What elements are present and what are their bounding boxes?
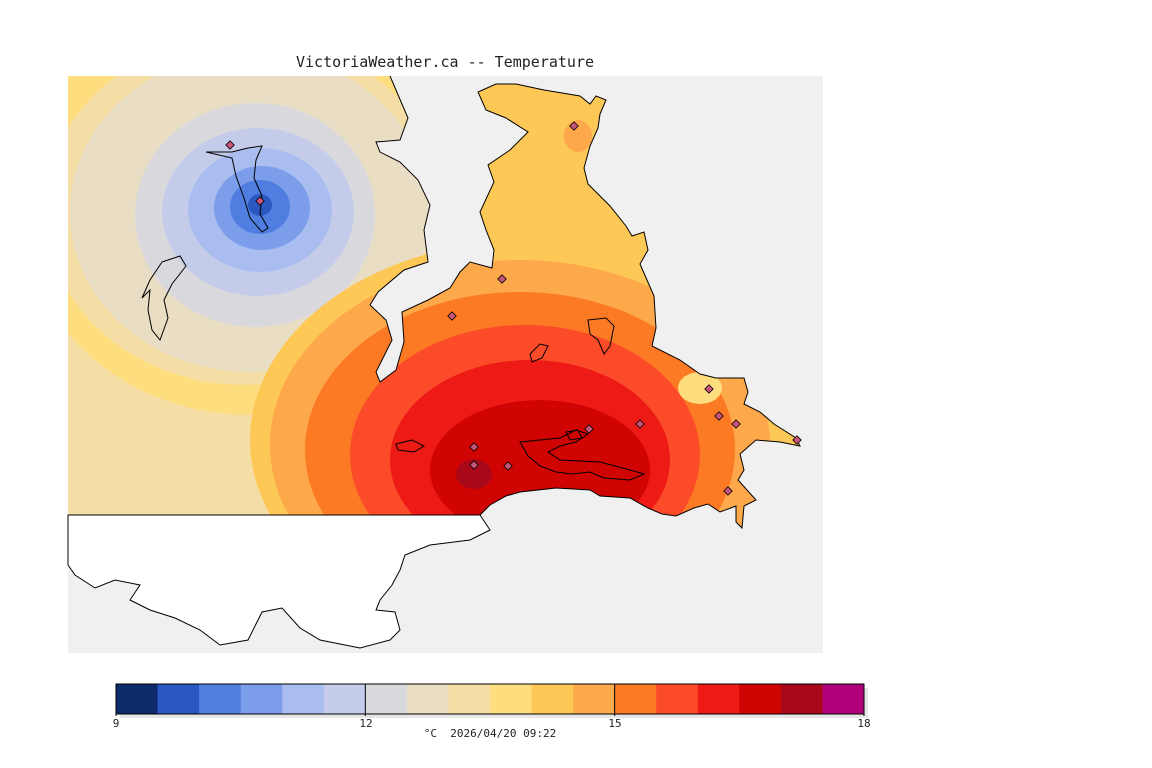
- legend-swatch: [490, 684, 533, 714]
- legend-swatch: [822, 684, 865, 714]
- station-marker[interactable]: [469, 442, 479, 452]
- legend-timestamp: 2026/04/20 09:22: [450, 727, 557, 740]
- legend-unit: °C: [423, 727, 438, 740]
- station-marker[interactable]: [584, 424, 594, 434]
- legend-swatch: [448, 684, 491, 714]
- legend-caption: °C 2026/04/20 09:22: [0, 727, 980, 740]
- legend-tick-label: 12: [359, 717, 373, 730]
- station-marker[interactable]: [503, 461, 513, 471]
- map-title: VictoriaWeather.ca -- Temperature: [295, 53, 594, 71]
- station-marker[interactable]: [497, 274, 507, 284]
- legend-swatch: [365, 684, 408, 714]
- legend-swatch: [406, 684, 449, 714]
- legend-swatch: [614, 684, 657, 714]
- legend-swatch: [282, 684, 325, 714]
- legend-tick-label: 15: [608, 717, 622, 730]
- station-marker[interactable]: [569, 121, 579, 131]
- station-markers: [225, 121, 802, 496]
- legend-swatch: [656, 684, 699, 714]
- legend-swatch: [240, 684, 283, 714]
- station-marker[interactable]: [635, 419, 645, 429]
- station-marker[interactable]: [704, 384, 714, 394]
- station-marker[interactable]: [469, 460, 479, 470]
- legend-tick-label: 18: [857, 717, 871, 730]
- station-marker[interactable]: [255, 196, 265, 206]
- legend-swatch: [323, 684, 366, 714]
- legend-swatch: [157, 684, 200, 714]
- legend-swatch: [780, 684, 823, 714]
- southwest-landmass: [67, 514, 491, 649]
- station-marker[interactable]: [792, 435, 802, 445]
- legend-swatch: [199, 684, 242, 714]
- legend-swatch: [116, 684, 159, 714]
- station-marker[interactable]: [447, 311, 457, 321]
- legend-swatch: [573, 684, 616, 714]
- legend-tick-label: 9: [112, 717, 120, 730]
- color-legend: [115, 683, 868, 718]
- coastlines: [141, 76, 801, 530]
- legend-swatch: [739, 684, 782, 714]
- station-marker[interactable]: [225, 140, 235, 150]
- station-marker[interactable]: [731, 419, 741, 429]
- legend-swatch: [697, 684, 740, 714]
- station-marker[interactable]: [723, 486, 733, 496]
- station-marker[interactable]: [714, 411, 724, 421]
- legend-swatch: [531, 684, 574, 714]
